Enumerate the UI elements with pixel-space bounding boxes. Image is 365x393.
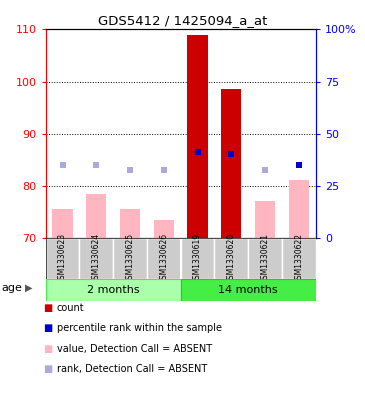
Text: 2 months: 2 months (87, 285, 139, 295)
Text: GSM1330621: GSM1330621 (261, 233, 270, 284)
Text: 14 months: 14 months (218, 285, 278, 295)
Text: age: age (2, 283, 23, 293)
Text: ■: ■ (43, 364, 52, 374)
Text: GSM1330624: GSM1330624 (92, 233, 101, 284)
Text: percentile rank within the sample: percentile rank within the sample (57, 323, 222, 333)
Bar (147, 238, 181, 279)
Bar (154, 220, 174, 238)
Bar (255, 201, 275, 238)
Text: ■: ■ (43, 323, 52, 333)
Text: GSM1330623: GSM1330623 (58, 233, 67, 284)
Text: ■: ■ (43, 343, 52, 354)
Bar (282, 238, 316, 279)
Text: rank, Detection Call = ABSENT: rank, Detection Call = ABSENT (57, 364, 207, 374)
Text: ▶: ▶ (25, 283, 32, 293)
Bar (289, 180, 309, 238)
Text: GSM1330626: GSM1330626 (159, 233, 168, 284)
Bar (248, 238, 282, 279)
Bar (181, 279, 316, 301)
Text: GSM1330622: GSM1330622 (294, 233, 303, 284)
Bar (215, 238, 248, 279)
Bar (80, 238, 113, 279)
Bar (86, 193, 107, 238)
Text: GSM1330619: GSM1330619 (193, 233, 202, 284)
Bar (120, 209, 140, 238)
Bar (181, 238, 215, 279)
Bar (53, 209, 73, 238)
Text: GSM1330625: GSM1330625 (126, 233, 135, 284)
Text: GDS5412 / 1425094_a_at: GDS5412 / 1425094_a_at (98, 14, 267, 27)
Bar (113, 238, 147, 279)
Text: count: count (57, 303, 84, 313)
Bar (188, 35, 208, 238)
Text: value, Detection Call = ABSENT: value, Detection Call = ABSENT (57, 343, 212, 354)
Text: GSM1330620: GSM1330620 (227, 233, 236, 284)
Bar (46, 238, 80, 279)
Bar (46, 279, 181, 301)
Bar (221, 89, 242, 238)
Text: ■: ■ (43, 303, 52, 313)
